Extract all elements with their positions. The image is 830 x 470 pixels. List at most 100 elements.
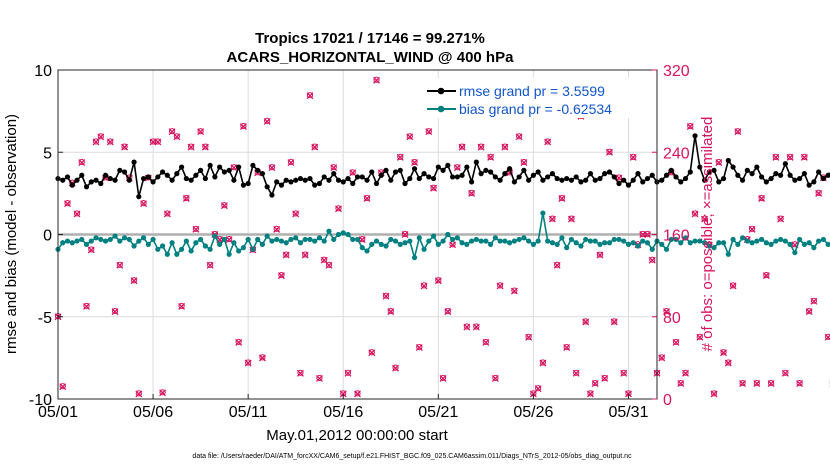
- rmse-point: [145, 174, 151, 180]
- rmse-point: [507, 166, 513, 172]
- bias-point: [364, 248, 370, 254]
- obs-possible-point: [354, 390, 361, 397]
- rmse-point: [749, 171, 755, 177]
- obs-assimilated-point: [596, 251, 604, 259]
- bias-point: [797, 236, 803, 243]
- obs-assimilated-point: [244, 359, 252, 367]
- bias-point: [716, 240, 722, 246]
- obs-assimilated-point: [135, 390, 143, 398]
- obs-assimilated-point: [182, 195, 190, 202]
- rmse-point: [421, 171, 427, 177]
- rmse-point: [716, 179, 722, 185]
- bias-point: [592, 238, 598, 244]
- obs-assimilated-point: [406, 133, 414, 141]
- obs-assimilated-point: [620, 369, 628, 377]
- rmse-series: [55, 133, 830, 200]
- bias-point: [107, 236, 113, 243]
- obs-possible-point: [373, 76, 380, 83]
- obs-assimilated-point: [762, 272, 770, 280]
- rmse-point: [735, 172, 741, 178]
- bias-point: [792, 249, 798, 256]
- bias-point: [269, 238, 275, 244]
- bias-point: [602, 240, 608, 246]
- x-tick-label-4: 05/21: [418, 404, 458, 421]
- rmse-point: [217, 164, 223, 170]
- rmse-point: [739, 177, 746, 183]
- rmse-point: [397, 167, 403, 173]
- obs-assimilated-point: [277, 272, 285, 280]
- obs-assimilated-point: [677, 380, 685, 388]
- obs-assimilated-point: [810, 297, 818, 305]
- obs-possible-point: [97, 133, 104, 140]
- obs-possible-point: [73, 210, 81, 217]
- rmse-point: [179, 164, 185, 170]
- bias-point: [720, 240, 727, 246]
- obs-assimilated-point: [330, 164, 338, 172]
- rmse-point: [663, 172, 670, 178]
- bias-point: [711, 245, 717, 251]
- bias-point: [549, 240, 556, 246]
- obs-assimilated-point: [316, 374, 323, 382]
- obs-possible-point: [349, 169, 356, 176]
- bias-point: [388, 236, 394, 243]
- bias-point: [511, 238, 517, 244]
- bias-point: [545, 238, 551, 244]
- obs-assimilated-point: [225, 236, 233, 244]
- obs-assimilated-point: [496, 282, 504, 290]
- y-axis-right: 0 80 160 240 320: [652, 63, 690, 409]
- bias-point: [754, 238, 760, 244]
- rmse-point: [426, 174, 432, 180]
- obs-possible-point: [729, 282, 737, 289]
- rmse-point: [416, 175, 422, 182]
- obs-assimilated-point: [73, 210, 81, 218]
- rmse-point: [711, 167, 717, 173]
- rmse-point: [250, 162, 256, 169]
- obs-possible-point: [83, 302, 90, 310]
- rmse-point: [202, 175, 208, 182]
- obs-possible-point: [221, 202, 228, 209]
- bias-point: [150, 236, 156, 243]
- rmse-point: [102, 172, 109, 178]
- obs-assimilated-point: [415, 344, 423, 352]
- bias-point: [421, 246, 427, 252]
- obs-possible-point: [710, 390, 718, 397]
- obs-possible-point: [563, 343, 570, 351]
- bias-point: [407, 238, 413, 244]
- obs-possible-point: [164, 210, 171, 217]
- obs-assimilated-point: [358, 236, 366, 244]
- obs-possible-point: [701, 215, 708, 222]
- rmse-point: [787, 172, 793, 178]
- bias-point: [369, 241, 375, 247]
- obs-assimilated-point: [710, 390, 718, 398]
- obs-possible-point: [321, 256, 328, 263]
- obs-possible-point: [592, 379, 599, 387]
- rmse-point: [587, 171, 594, 177]
- obs-assimilated-point: [354, 390, 361, 398]
- bias-point: [60, 240, 66, 246]
- bias-point: [606, 240, 613, 246]
- rmse-point: [682, 175, 689, 182]
- bias-point: [616, 236, 622, 243]
- rmse-point: [440, 167, 446, 173]
- bias-point: [801, 241, 807, 247]
- obs-assimilated-point: [487, 153, 495, 161]
- obs-assimilated-point: [644, 231, 651, 238]
- obs-assimilated-point: [434, 277, 442, 285]
- bias-point: [625, 241, 632, 247]
- bias-point: [416, 235, 422, 241]
- bias-point: [179, 246, 185, 252]
- obs-possible-point: [435, 277, 442, 284]
- bias-point: [773, 238, 779, 244]
- rmse-point: [302, 177, 308, 183]
- rmse-point: [340, 179, 346, 185]
- bias-point: [164, 251, 170, 257]
- obs-assimilated-point: [159, 389, 167, 397]
- rmse-point: [188, 177, 194, 183]
- obs-possible-point: [397, 153, 404, 160]
- bias-point: [312, 238, 318, 244]
- bias-point: [816, 238, 822, 244]
- obs-assimilated-point: [758, 195, 766, 202]
- bias-point: [735, 241, 741, 247]
- obs-possible-point: [245, 359, 252, 366]
- obs-assimilated-point: [130, 277, 138, 285]
